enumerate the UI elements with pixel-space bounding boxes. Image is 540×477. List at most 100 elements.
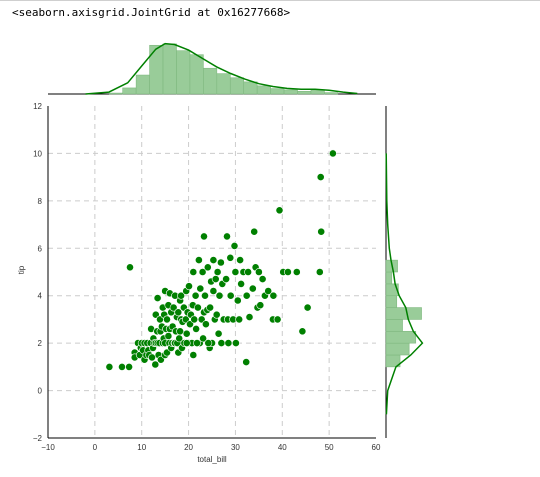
scatter-point (216, 258, 225, 267)
output-repr-bar: <seaborn.axisgrid.JointGrid at 0x1627766… (0, 0, 540, 21)
scatter-point (174, 308, 183, 317)
scatter-point (125, 362, 134, 371)
scatter-points (105, 149, 337, 371)
top-histogram-bar (297, 90, 312, 95)
scatter-point (256, 301, 265, 310)
scatter-point (316, 173, 325, 181)
y-tick-label: 10 (33, 149, 42, 158)
scatter-point (203, 263, 212, 272)
right-histogram-bar (385, 295, 398, 308)
scatter-point (292, 268, 301, 276)
scatter-point (164, 332, 173, 340)
y-tick-labels: −2 0 2 4 6 8 10 12 (33, 102, 43, 443)
x-tick-label: 60 (372, 443, 381, 452)
scatter-point (190, 315, 199, 324)
scatter-point (217, 339, 226, 347)
scatter-point (254, 268, 263, 276)
scatter-point (248, 284, 257, 293)
scatter-point (189, 351, 198, 359)
right-histogram-bar (385, 330, 417, 344)
scatter-point (204, 339, 213, 347)
top-histogram-bar (216, 73, 231, 95)
scatter-point (189, 268, 198, 276)
scatter-point (211, 275, 220, 283)
scatter-point (264, 287, 273, 295)
x-tick-label: 0 (93, 443, 98, 452)
scatter-point (258, 275, 267, 283)
scatter-point (192, 324, 200, 333)
scatter-point (126, 263, 134, 272)
scatter-point (231, 268, 240, 276)
scatter-point (182, 329, 191, 338)
scatter-point (235, 315, 244, 324)
top-histogram-bar (256, 85, 271, 95)
scatter-point (176, 327, 184, 336)
scatter-point (224, 339, 233, 347)
scatter-point (209, 256, 218, 264)
scatter-point (200, 232, 208, 241)
x-axis-label: total_bill (197, 455, 227, 464)
y-tick-label: 4 (38, 292, 43, 301)
scatter-point (193, 339, 201, 347)
main-axes (47, 93, 387, 439)
top-histogram-bar (135, 74, 150, 95)
scatter-point (303, 303, 312, 312)
scatter-point (163, 315, 171, 324)
output-repr-text: <seaborn.axisgrid.JointGrid at 0x1627766… (12, 6, 291, 19)
scatter-point (151, 360, 160, 369)
scatter-point (209, 287, 218, 295)
x-tick-label: −10 (41, 443, 55, 452)
scatter-point (222, 275, 230, 283)
top-histogram-bar (108, 92, 123, 95)
scatter-point (201, 320, 210, 329)
right-kde-line (385, 153, 424, 415)
scatter-point (118, 362, 126, 371)
top-histogram-bar (122, 87, 137, 95)
right-marginal-histogram (385, 153, 424, 415)
scatter-point (148, 353, 156, 362)
top-histogram-bar (243, 81, 258, 95)
scatter-point (317, 227, 326, 236)
scatter-point (105, 362, 114, 371)
scatter-point (185, 282, 193, 291)
x-tick-label: 20 (184, 443, 193, 452)
scatter-point (298, 327, 307, 336)
scatter-point (198, 268, 207, 276)
scatter-point (230, 241, 239, 250)
scatter-point (273, 315, 282, 324)
top-histogram-bar (324, 92, 339, 95)
y-tick-label: 8 (38, 197, 43, 206)
scatter-point (196, 284, 205, 293)
scatter-point (275, 206, 284, 215)
x-tick-label: 50 (325, 443, 334, 452)
scatter-point (191, 291, 200, 300)
scatter-point (269, 291, 278, 300)
scatter-point (237, 279, 245, 288)
scatter-point (245, 313, 254, 321)
top-histogram-bar (203, 67, 218, 95)
scatter-point (283, 268, 292, 276)
scatter-point (242, 291, 251, 300)
top-histogram-bar (176, 50, 191, 95)
scatter-point (231, 339, 240, 347)
scatter-point (223, 232, 231, 241)
scatter-point (250, 227, 259, 236)
right-histogram-bar (385, 307, 422, 320)
y-tick-label: −2 (33, 434, 43, 443)
x-tick-label: 30 (231, 443, 240, 452)
scatter-point (199, 334, 207, 343)
scatter-point (242, 358, 251, 366)
top-histogram-bar (162, 43, 177, 95)
scatter-point (153, 294, 162, 302)
top-histogram-bar (229, 77, 245, 95)
y-tick-label: 12 (33, 102, 42, 111)
right-histogram-bar (385, 271, 393, 285)
x-tick-label: 10 (137, 443, 146, 452)
scatter-point (214, 329, 223, 338)
scatter-point (233, 296, 242, 305)
scatter-point (315, 268, 324, 276)
scatter-point (177, 291, 185, 300)
scatter-point (169, 303, 178, 312)
top-marginal-histogram (85, 42, 358, 95)
